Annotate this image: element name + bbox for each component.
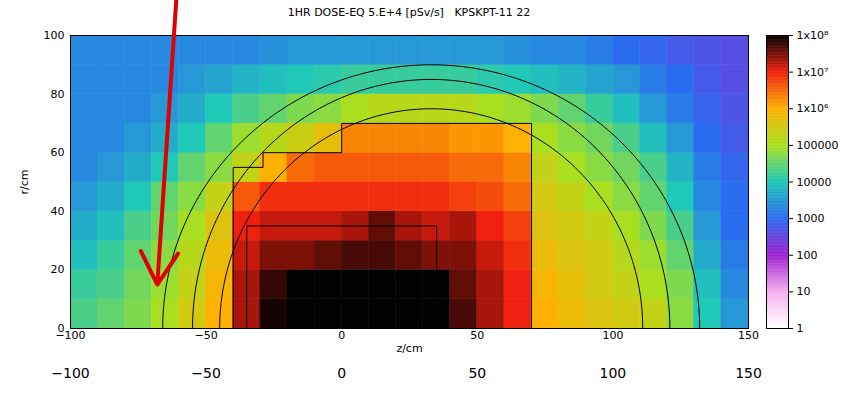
svg-text:z/cm: z/cm — [396, 342, 422, 355]
svg-text:60: 60 — [51, 146, 65, 159]
svg-text:100: 100 — [44, 29, 65, 42]
svg-text:−50: −50 — [194, 329, 217, 342]
svg-text:100: 100 — [797, 249, 818, 262]
svg-text:50: 50 — [468, 365, 486, 381]
svg-text:100000: 100000 — [797, 139, 839, 152]
svg-text:80: 80 — [51, 88, 65, 101]
svg-text:−100: −100 — [51, 365, 89, 381]
svg-text:r/cm: r/cm — [18, 170, 31, 195]
svg-text:−100: −100 — [55, 329, 86, 343]
html-text:1HR DOSE-EQ 5.E+4 [pSv/s] KPSK: 1HR DOSE-EQ 5.E+4 [pSv/s] KPSKPT-11 22 — [287, 6, 531, 19]
svg-text:1x10⁸: 1x10⁸ — [797, 29, 830, 42]
svg-text:150: 150 — [735, 365, 762, 381]
svg-text:100: 100 — [600, 365, 627, 381]
svg-text:1x10⁷: 1x10⁷ — [797, 66, 829, 79]
svg-text:0: 0 — [58, 322, 65, 335]
svg-text:1: 1 — [797, 322, 804, 335]
svg-text:10000: 10000 — [797, 176, 832, 189]
svg-text:50: 50 — [470, 329, 484, 342]
svg-text:−50: −50 — [191, 365, 221, 381]
svg-text:20: 20 — [51, 263, 65, 276]
svg-text:1x10⁶: 1x10⁶ — [797, 102, 830, 115]
svg-text:100: 100 — [602, 329, 623, 342]
svg-text:1000: 1000 — [797, 212, 825, 225]
svg-text:10: 10 — [797, 285, 811, 298]
svg-text:150: 150 — [738, 329, 759, 342]
svg-text:0: 0 — [337, 365, 346, 381]
svg-text:0: 0 — [338, 329, 345, 342]
svg-text:40: 40 — [51, 205, 65, 218]
